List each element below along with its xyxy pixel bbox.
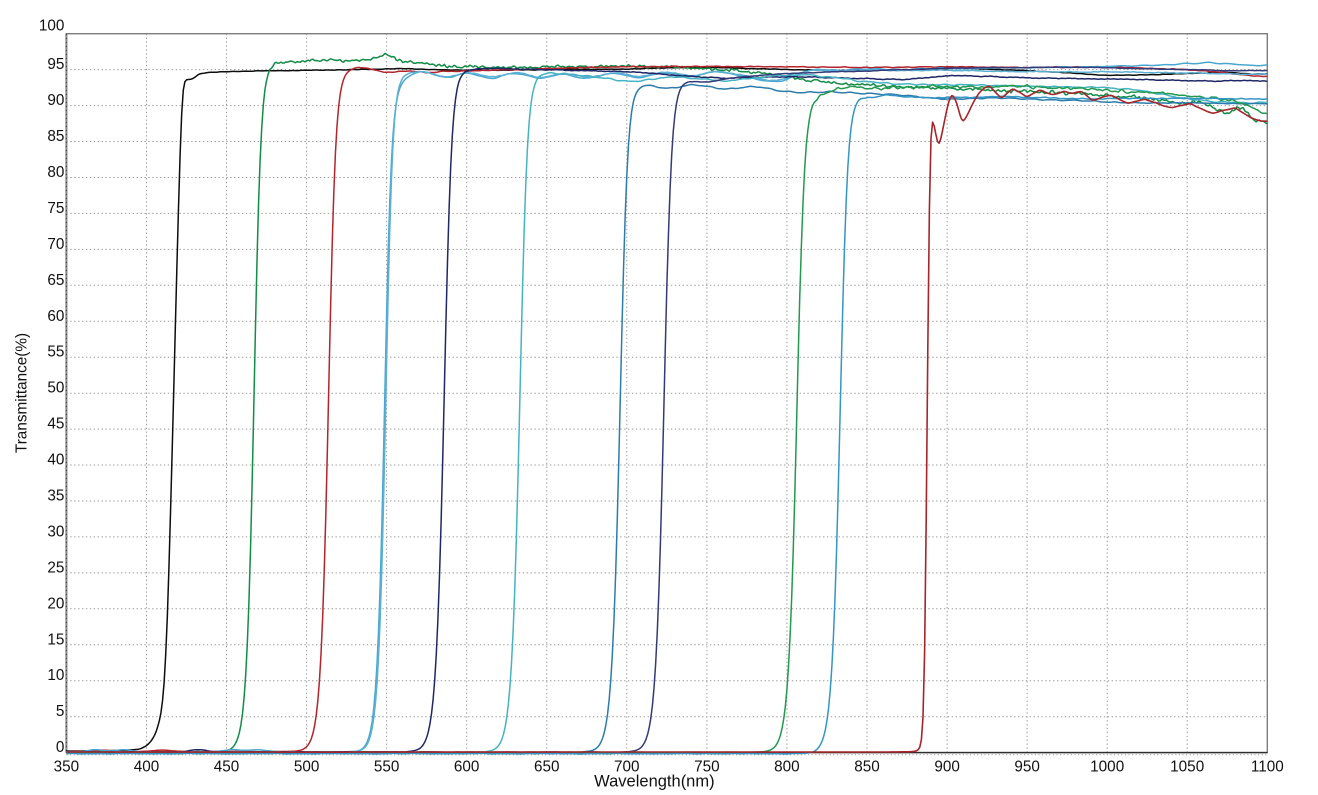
svg-text:90: 90	[47, 92, 64, 109]
svg-text:25: 25	[47, 559, 64, 576]
svg-text:10: 10	[47, 667, 64, 684]
svg-text:70: 70	[47, 236, 64, 253]
svg-text:40: 40	[47, 452, 64, 469]
svg-text:800: 800	[774, 758, 800, 775]
svg-text:65: 65	[47, 272, 64, 289]
svg-text:1050: 1050	[1170, 758, 1204, 775]
svg-text:600: 600	[454, 758, 480, 775]
svg-text:85: 85	[47, 128, 64, 145]
svg-text:75: 75	[47, 200, 64, 217]
svg-text:50: 50	[47, 380, 64, 397]
svg-text:400: 400	[134, 758, 160, 775]
svg-text:Wavelength(nm): Wavelength(nm)	[594, 773, 714, 791]
svg-text:1100: 1100	[1251, 758, 1284, 775]
svg-text:Transmittance(%): Transmittance(%)	[14, 333, 31, 453]
svg-text:80: 80	[47, 164, 64, 181]
svg-text:700: 700	[614, 758, 640, 775]
svg-text:100: 100	[39, 17, 65, 34]
svg-text:30: 30	[47, 523, 64, 540]
svg-text:550: 550	[374, 758, 400, 775]
svg-text:60: 60	[47, 308, 64, 325]
svg-text:850: 850	[854, 758, 880, 775]
svg-text:5: 5	[56, 703, 65, 720]
svg-text:15: 15	[47, 631, 64, 648]
svg-text:35: 35	[47, 488, 64, 505]
svg-text:1000: 1000	[1090, 758, 1124, 775]
svg-text:95: 95	[47, 56, 64, 73]
svg-text:45: 45	[47, 416, 64, 433]
svg-text:350: 350	[54, 758, 80, 775]
svg-text:650: 650	[534, 758, 560, 775]
svg-text:20: 20	[47, 595, 64, 612]
svg-text:500: 500	[294, 758, 320, 775]
svg-text:0: 0	[56, 739, 65, 756]
svg-text:750: 750	[694, 758, 720, 775]
svg-text:900: 900	[934, 758, 960, 775]
svg-text:450: 450	[214, 758, 240, 775]
svg-text:55: 55	[47, 344, 64, 361]
svg-text:950: 950	[1014, 758, 1040, 775]
